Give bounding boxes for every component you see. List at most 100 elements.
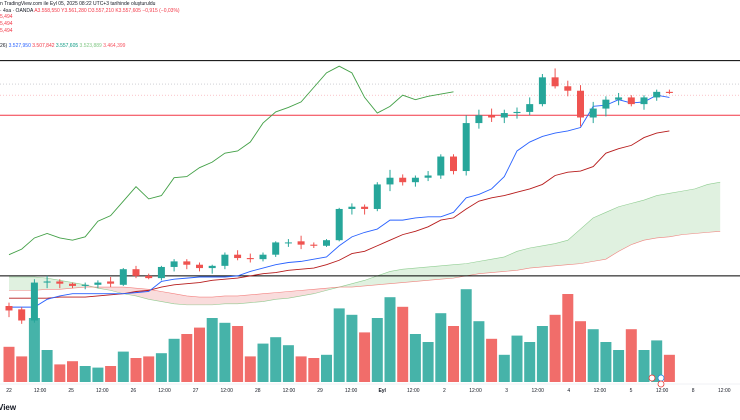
candle-body [208, 265, 216, 269]
candle-body [615, 97, 623, 100]
volume-bar [143, 356, 155, 382]
time-axis-label: 2 [443, 388, 446, 394]
volume-bar [333, 308, 345, 382]
volume-bar [206, 318, 218, 382]
cloud-bearish [85, 284, 327, 305]
candle-body [5, 306, 13, 311]
indicator-label: 26) [0, 43, 8, 49]
volume-bar [448, 326, 459, 382]
time-axis-label: 26 [131, 388, 137, 394]
volume-bar [321, 354, 332, 382]
ohlc-low: D3.557,210 [88, 8, 114, 14]
volume-bar [625, 329, 637, 382]
volume-bar [105, 366, 117, 382]
volume-bar [117, 351, 129, 382]
volume-bar [587, 329, 599, 382]
candle-body [564, 86, 572, 91]
candle-body [297, 241, 305, 245]
time-axis-label: 12:00 [283, 388, 296, 394]
candle-body [272, 242, 280, 255]
volume-bar [435, 313, 447, 382]
time-axis-label: 12:00 [718, 388, 731, 394]
volume-bars [3, 289, 675, 382]
time-axis-label: 12:00 [158, 388, 171, 394]
candle-body [30, 282, 38, 321]
published-note: n TradingView.com ile Eyl 05, 2025 08:22… [0, 1, 156, 7]
volume-bar [308, 358, 320, 382]
candle-body [526, 104, 534, 112]
candle-body [589, 108, 597, 118]
senkou-a-value: 3.523,889 [79, 43, 102, 49]
candle-body [665, 91, 673, 93]
volume-bar [359, 332, 371, 382]
candle-body [462, 123, 470, 172]
time-axis-label: Eyl [378, 388, 386, 394]
left-value-3: 5,494 [0, 28, 13, 34]
time-axis-label: 3 [505, 388, 508, 394]
volume-bar [511, 335, 523, 382]
time-axis-label: 25 [68, 388, 74, 394]
volume-bar [16, 356, 28, 382]
candle-body [43, 281, 51, 283]
volume-bar [663, 354, 675, 382]
candle-body [373, 184, 381, 209]
candle-body [196, 264, 203, 269]
ichimoku-legend: 26) 3.527,950 3.507,842 3.557,605 3.523,… [0, 43, 125, 49]
candle-body [323, 240, 330, 246]
volume-bar [244, 356, 256, 382]
time-axis-label: 29 [317, 388, 323, 394]
volume-bar [460, 289, 472, 382]
volume-bar [409, 334, 421, 382]
candle-body [538, 77, 546, 105]
candle-body [500, 113, 508, 118]
candle-body [348, 206, 356, 209]
volume-bar [536, 326, 548, 382]
volume-bar [346, 314, 358, 382]
volume-bar [155, 353, 167, 382]
kijun-value: 3.507,842 [32, 43, 55, 49]
calendar-event-icon [648, 374, 656, 382]
volume-bar [79, 366, 91, 382]
volume-bar [181, 334, 193, 382]
candle-body [437, 156, 445, 176]
chikou-value: 3.557,605 [55, 43, 79, 49]
ohlc-high: Y3.561,280 [61, 8, 87, 14]
flag-event-icon [657, 380, 665, 388]
candle-body [653, 91, 661, 98]
tradingview-logo-text: View [0, 403, 17, 412]
volume-bar [219, 322, 231, 382]
volume-bar [270, 337, 282, 382]
tenkan-value: 3.527,950 [8, 43, 31, 49]
volume-bar [168, 338, 180, 382]
candle-body [259, 254, 267, 260]
candle-body [577, 90, 584, 118]
volume-bar [575, 321, 586, 382]
time-axis-label: 5 [630, 388, 633, 394]
time-axis-label: 22 [6, 388, 12, 394]
volume-bar [549, 314, 561, 382]
candles [5, 68, 673, 324]
volume-bar [473, 321, 485, 382]
ohlc-open: A3.558,550 [34, 8, 60, 14]
cloud-bullish [326, 182, 721, 291]
volume-bar [130, 358, 142, 382]
volume-bar [67, 361, 78, 382]
volume-bar [613, 350, 625, 382]
candle-body [284, 242, 292, 244]
volume-bar [524, 342, 536, 382]
time-axis-label: 12:00 [220, 388, 233, 394]
candle-body [399, 177, 407, 183]
candle-body [145, 275, 153, 279]
candle-body [424, 175, 432, 178]
candle-body [183, 261, 191, 265]
candle-body [488, 115, 496, 118]
volume-bar [194, 327, 205, 382]
time-axis-label: 12:00 [345, 388, 358, 394]
candle-body [627, 97, 635, 105]
volume-bar [371, 318, 383, 382]
time-axis-label: 4 [567, 388, 570, 394]
candle-body [475, 115, 483, 124]
volume-bar [422, 342, 434, 382]
volume-bar [562, 294, 574, 382]
